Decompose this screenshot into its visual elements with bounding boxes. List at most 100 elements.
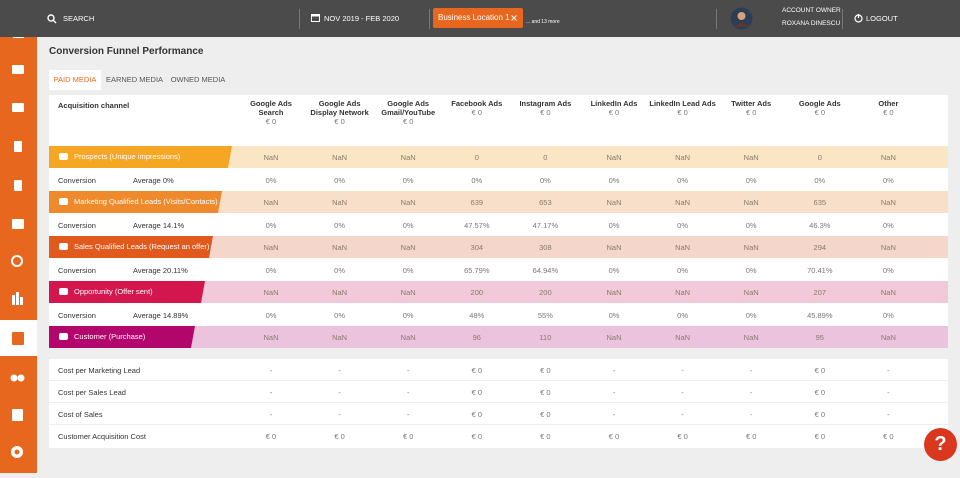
nav-icon[interactable] <box>12 103 24 112</box>
conversion-value: 0% <box>882 266 894 275</box>
conversion-value: 0% <box>745 221 757 230</box>
cost-value: - <box>338 410 341 419</box>
more-locations[interactable]: ... and 13 more <box>526 19 560 25</box>
stage-value: 653 <box>539 198 552 207</box>
cost-value: - <box>749 366 753 375</box>
conversion-value: 0% <box>677 266 689 275</box>
stage-value: NaN <box>743 333 759 342</box>
stage-value: NaN <box>743 153 759 162</box>
cost-value: € 0 <box>814 410 826 419</box>
cost-value: € 0 <box>540 366 551 375</box>
nav-icon[interactable] <box>12 332 24 345</box>
search-icon <box>47 14 57 24</box>
cost-value: € 0 <box>471 366 483 375</box>
cost-value: € 0 <box>471 432 483 441</box>
cost-value: - <box>269 388 273 397</box>
calendar-icon <box>311 14 320 22</box>
help-button[interactable]: ? <box>924 428 957 461</box>
chip-close[interactable] <box>511 15 517 21</box>
stage-value: NaN <box>400 153 416 162</box>
channel-name: Google Ads Search <box>250 99 292 117</box>
stage-value: NaN <box>606 243 622 252</box>
stage-value: NaN <box>675 333 691 342</box>
stage-value: NaN <box>332 333 348 342</box>
conversion-value: 48% <box>469 311 485 320</box>
tab[interactable]: OWNED MEDIA <box>170 75 226 84</box>
stage-value: NaN <box>332 153 348 162</box>
channel-spend: € 0 <box>471 108 483 117</box>
stage-value: NaN <box>400 288 416 297</box>
nav-icon[interactable] <box>14 141 22 152</box>
channel-spend: € 0 <box>814 108 826 117</box>
stage-value: NaN <box>263 333 279 342</box>
stage-value: 200 <box>539 288 552 297</box>
cost-value: € 0 <box>814 432 826 441</box>
conversion-average: Average 0% <box>133 176 174 185</box>
stage-value: 0 <box>474 153 479 162</box>
conversion-value: 0% <box>608 176 620 185</box>
nav-icon[interactable] <box>11 255 23 267</box>
cost-value: - <box>681 410 684 419</box>
conversion-value: 46.3% <box>809 221 831 230</box>
channel-name: Twitter Ads <box>731 99 772 108</box>
search-input[interactable]: SEARCH <box>63 14 95 23</box>
cost-value: - <box>681 366 684 375</box>
channel-spend: € 0 <box>745 108 757 117</box>
stage-value: NaN <box>880 198 896 207</box>
stage-value: NaN <box>880 153 896 162</box>
channel-spend: € 0 <box>402 117 414 126</box>
account-role: ACCOUNT OWNER <box>782 7 841 14</box>
location-chip[interactable]: Business Location 1 <box>433 8 523 28</box>
stage-name: Prospects (Unique impressions) <box>74 152 181 161</box>
tab[interactable]: PAID MEDIA <box>49 70 101 90</box>
cost-value: € 0 <box>745 432 757 441</box>
conversion-value: 0% <box>265 266 277 275</box>
channel-name: Google Ads <box>798 99 841 108</box>
separator <box>299 9 300 29</box>
conversion-value: 0% <box>402 176 414 185</box>
nav-icon[interactable] <box>14 180 22 191</box>
cost-value: - <box>887 366 890 375</box>
date-range[interactable]: NOV 2019 - FEB 2020 <box>324 14 400 23</box>
location-label: Business Location 1 <box>438 13 510 22</box>
nav-icon[interactable] <box>10 374 18 382</box>
stage-row: Customer (Purchase) NaN NaN NaN 96 110 NaN NaN N… <box>49 326 948 348</box>
cost-value: € 0 <box>540 432 551 441</box>
stage-icon <box>59 288 68 295</box>
conversion-value: 0% <box>745 266 757 275</box>
conversion-label: Conversion <box>58 266 96 275</box>
nav-icon[interactable] <box>12 295 15 305</box>
cost-value: - <box>749 388 753 397</box>
conversion-average: Average 14.89% <box>133 311 189 320</box>
stage-value: 294 <box>813 243 827 252</box>
stage-value: NaN <box>263 153 279 162</box>
cost-label: Customer Acquisition Cost <box>58 432 146 441</box>
channel-name: Facebook Ads <box>451 99 503 108</box>
nav-icon[interactable] <box>12 65 24 74</box>
stage-value: NaN <box>400 243 416 252</box>
nav-icon[interactable] <box>12 219 24 229</box>
nav-icon[interactable] <box>12 409 23 421</box>
stage-label: Customer (Purchase) <box>49 326 195 348</box>
logout-button[interactable]: LOGOUT <box>866 14 898 23</box>
cost-value: - <box>749 410 753 419</box>
cost-row: Cost per Marketing Lead - - - € 0 € 0 - - - € 0 - <box>49 359 948 381</box>
conversion-label: Conversion <box>58 221 96 230</box>
page-title: Conversion Funnel Performance <box>49 46 204 57</box>
conversion-value: 0% <box>608 221 620 230</box>
tab[interactable]: EARNED MEDIA <box>105 75 164 84</box>
conversion-value: 0% <box>745 311 757 320</box>
stage-value: 96 <box>472 333 481 342</box>
stage-value: 0 <box>543 153 548 162</box>
conversion-label: Conversion <box>58 176 96 185</box>
conversion-value: 0% <box>677 221 689 230</box>
cost-value: - <box>887 410 890 419</box>
stage-value: NaN <box>332 288 348 297</box>
stage-value: NaN <box>743 288 759 297</box>
stage-label: Marketing Qualified Leads (Visits/Contac… <box>49 191 222 213</box>
channel-name: Other <box>878 99 899 108</box>
stage-value: 308 <box>539 243 552 252</box>
cost-value: - <box>269 410 273 419</box>
sidebar-icons <box>0 13 37 458</box>
conversion-value: 0% <box>402 221 414 230</box>
